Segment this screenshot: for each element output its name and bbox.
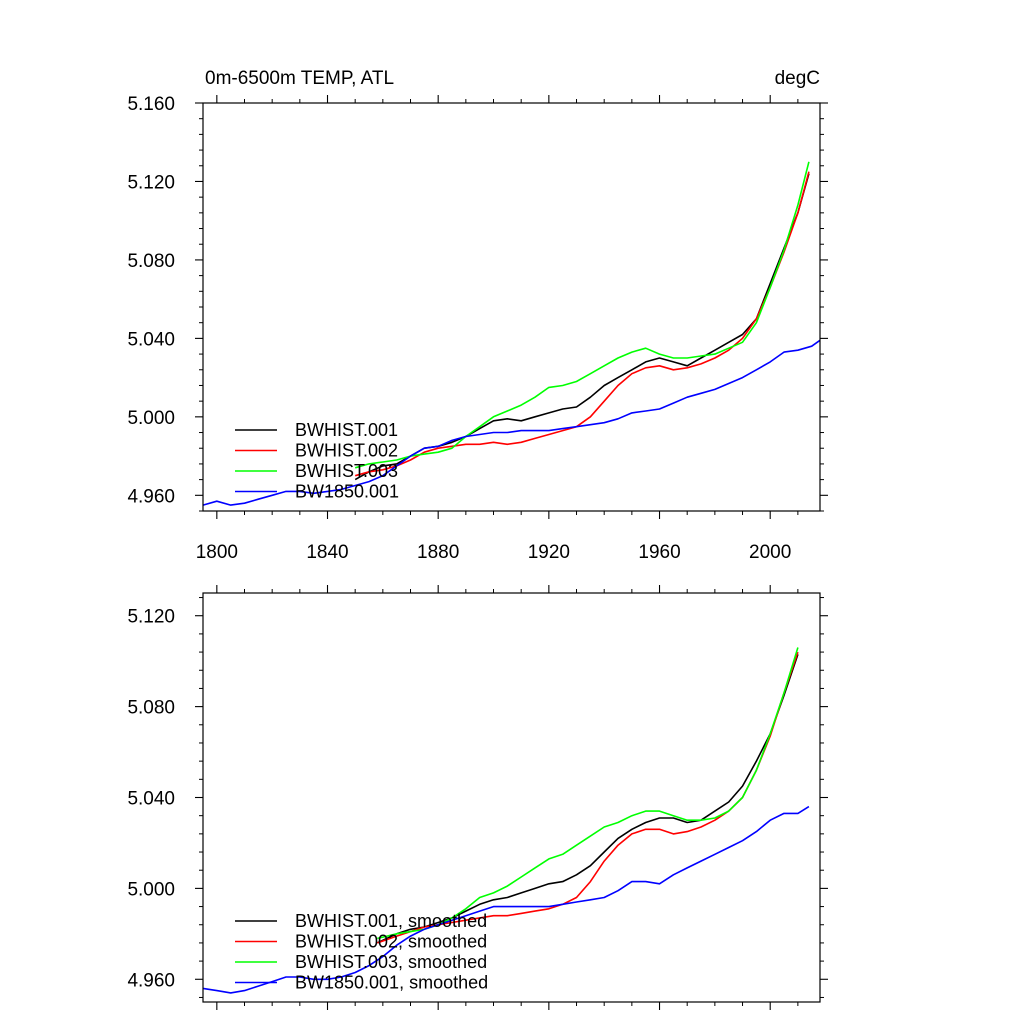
bottom-panel-lines [202, 647, 810, 994]
x-tick-label: 1880 [417, 542, 459, 563]
x-tick-label: 1960 [638, 542, 680, 563]
series-line-3 [202, 805, 810, 994]
legend-label-1: BWHIST.002 [295, 441, 398, 461]
x-tick-label: 1800 [196, 542, 238, 563]
legend-label-0: BWHIST.001 [295, 420, 398, 440]
legend-label-1: BWHIST.002, smoothed [295, 932, 487, 952]
top-panel-ticks: 1800 1840 1880 1920 1960 2000 4.960 5.000 5.040 5… [127, 94, 828, 563]
bottom-panel-frame [202, 592, 821, 1003]
top-panel-units: degC [775, 68, 820, 89]
y-tick-label: 5.080 [127, 698, 175, 719]
legend-label-2: BWHIST.003, smoothed [295, 952, 487, 972]
top-panel-lines [202, 161, 821, 506]
top-panel-title: 0m-6500m TEMP, ATL [205, 68, 394, 89]
bottom-panel-ticks: 4.960 5.000 5.040 5.080 5.120 [127, 585, 828, 1010]
top-panel-frame [202, 102, 821, 512]
series-line-3 [202, 339, 821, 506]
y-tick-label: 4.960 [127, 486, 175, 507]
y-tick-label: 5.000 [127, 879, 175, 900]
legend-label-3: BW1850.001 [295, 482, 399, 502]
y-tick-label: 5.040 [127, 789, 175, 810]
x-tick-label: 2000 [749, 542, 791, 563]
x-tick-label: 1920 [528, 542, 570, 563]
series-line-2 [377, 647, 799, 940]
y-tick-label: 5.160 [127, 94, 175, 115]
y-tick-label: 5.040 [127, 329, 175, 350]
bottom-panel: 4.960 5.000 5.040 5.080 5.120 BWHIST.001, sm… [127, 585, 828, 1010]
top-panel: 0m-6500m TEMP, ATL degC 1800 1840 1880 1920… [127, 68, 828, 563]
series-line-1 [354, 171, 810, 477]
y-tick-label: 5.000 [127, 408, 175, 429]
x-tick-label: 1840 [306, 542, 348, 563]
y-tick-label: 5.120 [127, 607, 175, 628]
y-tick-label: 5.080 [127, 251, 175, 272]
y-tick-label: 5.120 [127, 172, 175, 193]
y-tick-label: 4.960 [127, 970, 175, 991]
legend-label-0: BWHIST.001, smoothed [295, 911, 487, 931]
series-line-2 [354, 161, 810, 469]
legend-label-3: BW1850.001, smoothed [295, 973, 488, 993]
legend-label-2: BWHIST.003 [295, 461, 398, 481]
